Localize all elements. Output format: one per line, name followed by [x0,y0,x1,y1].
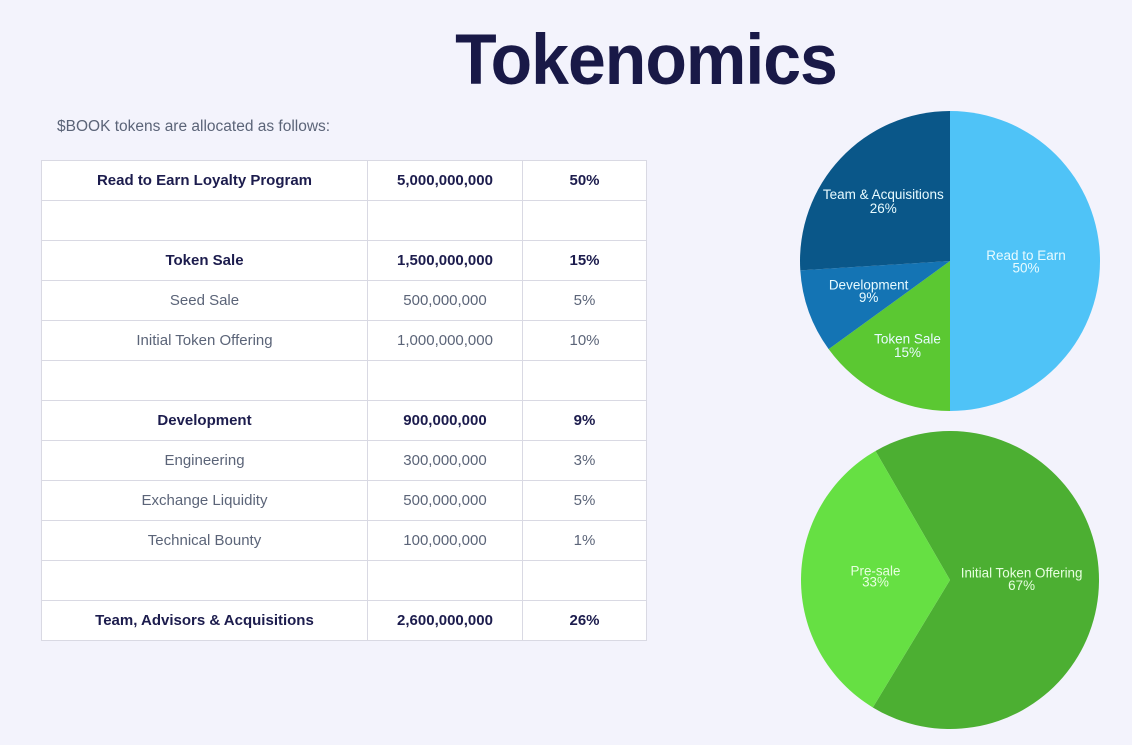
svg-text:9%: 9% [859,290,879,305]
svg-text:50%: 50% [1012,261,1039,276]
svg-text:33%: 33% [862,574,889,589]
svg-text:Team & Acquisitions: Team & Acquisitions [823,187,944,202]
svg-text:26%: 26% [870,201,897,216]
svg-text:67%: 67% [1008,578,1035,593]
svg-text:15%: 15% [894,345,921,360]
